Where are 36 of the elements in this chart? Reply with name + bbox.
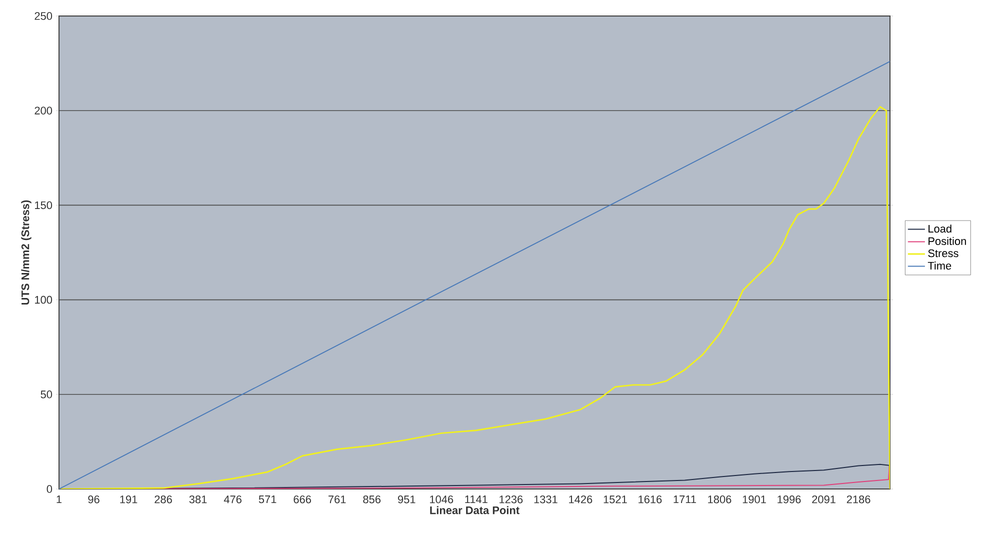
x-tick-label: 1141 — [465, 496, 488, 504]
x-tick-label: 1901 — [742, 496, 766, 504]
x-axis-title: Linear Data Point — [430, 506, 520, 514]
x-tick-label: 1711 — [674, 496, 696, 504]
x-tick-label: 1236 — [500, 496, 523, 504]
y-tick-label: 250 — [34, 12, 52, 20]
x-tick-label: 856 — [363, 496, 381, 504]
x-tick-label: 1426 — [569, 496, 592, 504]
y-tick-label: 200 — [34, 106, 52, 114]
x-tick-label: 1 — [56, 496, 62, 504]
x-tick-label: 381 — [189, 496, 207, 504]
x-tick-label: 1996 — [778, 496, 801, 504]
x-tick-label: 666 — [294, 496, 311, 504]
x-tick-label: 476 — [224, 496, 242, 504]
x-tick-label: 2091 — [812, 496, 836, 504]
y-tick-label: 50 — [40, 390, 52, 398]
x-tick-label: 2186 — [846, 496, 870, 504]
x-tick-label: 1806 — [708, 496, 732, 504]
y-tick-label: 100 — [35, 296, 52, 304]
x-tick-label: 1521 — [604, 496, 627, 504]
x-tick-label: 1331 — [534, 496, 558, 504]
x-tick-label: 951 — [398, 496, 416, 504]
x-tick-label: 286 — [154, 496, 172, 504]
y-tick-label: 0 — [46, 485, 52, 493]
x-tick-label: 761 — [328, 496, 346, 504]
legend-label: Time — [928, 262, 952, 270]
x-tick-label: 96 — [88, 496, 100, 504]
x-tick-label: 191 — [120, 496, 138, 504]
x-tick-label: 571 — [258, 496, 276, 504]
y-axis-title: UTS N/mm2 (Stress) — [21, 200, 32, 305]
legend-label: Stress — [928, 249, 958, 258]
x-tick-label: 1046 — [430, 496, 454, 504]
legend-label: Position — [928, 236, 966, 246]
x-tick-label: 1616 — [638, 496, 662, 504]
legend-label: Load — [928, 224, 952, 233]
y-tick-label: 150 — [35, 201, 52, 210]
